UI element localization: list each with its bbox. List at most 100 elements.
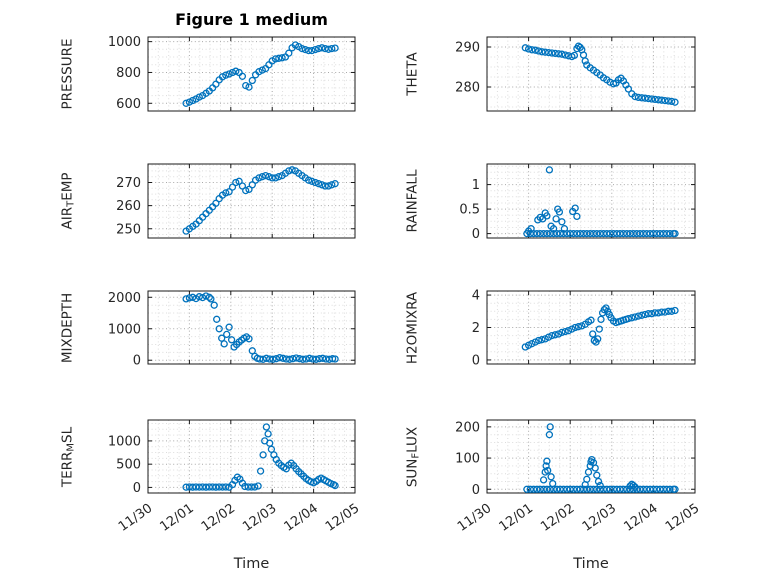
data-point [220, 340, 228, 348]
y-tick-label: 280 [455, 81, 480, 96]
data-point [228, 183, 237, 191]
data-point [256, 355, 264, 363]
data-point [619, 485, 628, 493]
data-point [671, 306, 679, 315]
ylabel-text: SUN [404, 458, 421, 488]
data-point [638, 94, 646, 102]
grid [148, 291, 355, 364]
x-tick-label: 11/30 [455, 501, 494, 535]
data-point [548, 49, 556, 57]
data-point [554, 50, 563, 58]
data-point [205, 293, 213, 301]
data-point [648, 310, 656, 318]
grid [487, 164, 695, 238]
data-point [272, 355, 280, 363]
data-point [536, 485, 544, 493]
data-point [561, 51, 569, 59]
data-point [198, 293, 207, 302]
data-point [619, 229, 628, 238]
data-point [543, 485, 551, 493]
data-point [594, 335, 602, 343]
data-point [331, 355, 339, 363]
ylabel-text: EMP [59, 172, 76, 201]
y-tick-label: 100 [455, 452, 480, 467]
x-tick-label: 12/01 [497, 501, 536, 535]
data-point [275, 173, 283, 181]
tick-marks [147, 420, 356, 493]
data-point [528, 46, 536, 54]
data-point [331, 481, 339, 490]
grid [487, 37, 695, 111]
data-point [596, 481, 604, 490]
data-point [278, 54, 286, 62]
data-point [570, 51, 579, 60]
data-point [262, 354, 271, 362]
xlabel-left: Time [233, 556, 270, 572]
data-point [671, 229, 679, 238]
data-point [269, 355, 277, 363]
ylabel-text: TERR [59, 451, 76, 488]
data-point [222, 483, 230, 491]
data-point [545, 431, 554, 439]
subplot-rainfall: 00.51 [459, 163, 696, 242]
data-point [624, 314, 633, 323]
data-point [594, 477, 603, 486]
data-point [198, 483, 207, 491]
data-point [643, 229, 651, 238]
data-point [248, 76, 256, 85]
axes-box [147, 290, 356, 365]
data-point [255, 174, 263, 182]
data-points [521, 42, 679, 106]
data-point [222, 189, 230, 197]
x-tick-label: 12/02 [199, 501, 238, 535]
ylabel-terrmsl: TERRMSL [60, 427, 77, 487]
data-point [331, 44, 339, 52]
y-tick-label: 500 [116, 458, 141, 473]
data-point [628, 314, 636, 322]
data-point [242, 186, 250, 195]
x-tick-label: 12/01 [157, 501, 196, 535]
data-point [534, 47, 543, 55]
data-point [654, 309, 663, 317]
data-point [182, 295, 190, 303]
data-point [606, 229, 614, 238]
data-point [288, 166, 296, 174]
data-point [644, 310, 653, 318]
data-point [641, 310, 649, 319]
data-point [546, 423, 554, 431]
data-point [182, 99, 190, 107]
ylabel-subscript: M [65, 442, 77, 452]
data-point [658, 308, 666, 316]
x-tick-label: 12/05 [663, 501, 702, 535]
data-point [569, 485, 578, 493]
data-point [245, 185, 253, 194]
x-tick-label: 11/30 [116, 501, 155, 535]
data-point [312, 355, 320, 363]
ylabel-text: H2OMIXRA [404, 291, 421, 365]
ylabel-text: PRESSURE [59, 38, 76, 110]
data-point [668, 307, 676, 315]
figure-title: Figure 1 medium [175, 10, 328, 29]
data-point [528, 340, 536, 348]
data-point [538, 48, 546, 56]
tick-marks [147, 37, 356, 111]
data-point [521, 44, 529, 52]
data-point [593, 229, 601, 238]
data-point [245, 83, 253, 91]
data-point [225, 188, 233, 196]
data-point [638, 311, 646, 319]
data-point [318, 44, 326, 52]
data-point [658, 96, 666, 104]
data-point [225, 70, 233, 78]
subplot-airtemp: 250 260 270 [116, 163, 356, 239]
data-point [551, 331, 559, 339]
data-point [534, 336, 543, 345]
data-points [182, 166, 339, 235]
data-point [301, 45, 309, 54]
data-point [541, 48, 549, 56]
subplot-sunflux: 0 100 200 11/30 12/01 12/02 12/03 12/04 12/05 [455, 419, 702, 535]
data-point [589, 485, 598, 493]
data-point [308, 177, 316, 185]
data-point [533, 485, 541, 493]
